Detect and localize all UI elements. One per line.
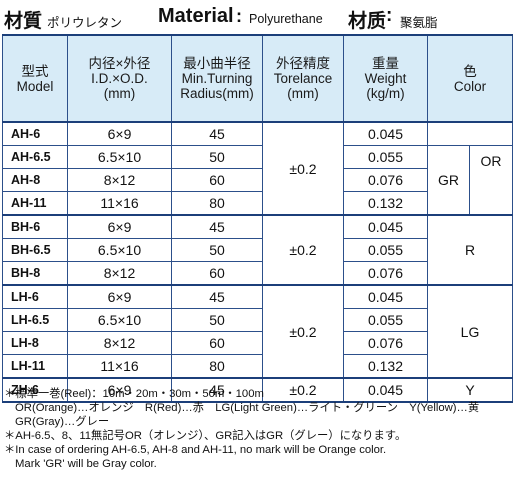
note-colors: OR(Orange)…オレンジ R(Red)…赤 LG(Light Green)… (15, 402, 480, 414)
radius-cell: 50 (171, 308, 263, 332)
tolerance-cell: ±0.2 (262, 377, 344, 403)
table-row: BH-6.5 6.5×10 50 0.055 (2, 238, 513, 262)
table-row: AH-6.5 6.5×10 50 0.055 GR OR (2, 145, 514, 216)
color-cell-lg: LG (426, 284, 514, 379)
weight-cell: 0.076 (343, 331, 428, 355)
size-cell: 8×12 (67, 331, 172, 355)
header-weight: 重量 Weight (kg/m) (343, 34, 428, 123)
model-cell: BH-6 (2, 214, 68, 239)
cn-colon: : (386, 5, 393, 26)
color-cell-or: OR (468, 145, 514, 216)
size-cell: 6×9 (67, 121, 172, 146)
model-cell: AH-6.5 (2, 145, 68, 169)
notes: ＊標準一巻(Reel)：10m・20m・30m・50m・100m OR(Oran… (4, 387, 512, 471)
model-cell: BH-8 (2, 261, 68, 286)
size-cell: 8×12 (67, 168, 172, 192)
radius-cell: 50 (171, 238, 263, 262)
jp-material-value: ポリウレタン (47, 16, 123, 30)
size-cell: 6.5×10 (67, 145, 172, 169)
model-cell: ZH-6 (2, 377, 68, 403)
weight-cell: 0.076 (343, 168, 428, 192)
table-row: LH-6.5 6.5×10 50 0.055 (2, 308, 513, 332)
en-material-label: Material (158, 5, 234, 27)
weight-cell: 0.055 (343, 308, 428, 332)
table-row: AH-6 6×9 45 ±0.2 0.045 (2, 121, 514, 216)
table-row: AH-8 8×12 60 0.076 (2, 168, 513, 192)
note-en-ordering: ＊In case of ordering AH-6.5, AH-8 and AH… (4, 444, 387, 456)
color-cell-empty (426, 121, 514, 146)
radius-cell: 60 (171, 261, 263, 286)
model-cell: LH-6.5 (2, 308, 68, 332)
radius-cell: 80 (171, 191, 263, 216)
jp-material-label: 材質 (4, 11, 43, 32)
size-cell: 11×16 (67, 191, 172, 216)
weight-cell: 0.076 (343, 261, 428, 286)
radius-cell: 45 (171, 377, 263, 403)
page-header: 材質 ポリウレタン Material : Polyurethane 材质 : 聚… (0, 3, 516, 32)
model-cell: AH-6 (2, 121, 68, 146)
weight-cell: 0.055 (343, 238, 428, 262)
radius-cell: 60 (171, 168, 263, 192)
weight-cell: 0.045 (343, 214, 428, 239)
en-material-value: Polyurethane (249, 12, 323, 26)
radius-cell: 50 (171, 145, 263, 169)
note-jp-ordering: ＊AH-6.5、8、11無記号OR（オレンジ）、GR記入はGR（グレー）になりま… (4, 430, 407, 442)
spec-table: 型式 Model 内径×外径 I.D.×O.D. (mm) 最小曲半径 Min.… (2, 34, 514, 403)
color-cell-y: Y (426, 377, 514, 403)
size-cell: 6×9 (67, 284, 172, 309)
table-row: BH-8 8×12 60 0.076 (2, 261, 513, 286)
header-size: 内径×外径 I.D.×O.D. (mm) (67, 34, 172, 123)
radius-cell: 45 (171, 121, 263, 146)
tolerance-cell: ±0.2 (262, 121, 344, 216)
table-row: LH-11 11×16 80 0.132 (2, 354, 513, 379)
color-cell-r: R (426, 214, 514, 286)
note-en-gray: Mark 'GR' will be Gray color. (15, 458, 157, 470)
weight-cell: 0.132 (343, 191, 428, 216)
model-cell: AH-11 (2, 191, 68, 216)
note-colors-gray: GR(Gray)…グレー (15, 416, 110, 428)
size-cell: 6×9 (67, 377, 172, 403)
weight-cell: 0.045 (343, 121, 428, 146)
weight-cell: 0.132 (343, 354, 428, 379)
en-colon: : (236, 6, 242, 26)
tolerance-cell: ±0.2 (262, 284, 344, 379)
note-reel: ＊標準一巻(Reel)：10m・20m・30m・50m・100m (4, 388, 264, 400)
table-row: ZH-6 6×9 45 ±0.2 0.045 Y (2, 377, 514, 403)
table-row: LH-8 8×12 60 0.076 (2, 331, 513, 355)
size-cell: 8×12 (67, 261, 172, 286)
header-radius: 最小曲半径 Min.Turning Radius(mm) (171, 34, 263, 123)
size-cell: 6.5×10 (67, 238, 172, 262)
tolerance-cell: ±0.2 (262, 214, 344, 286)
table-row: LH-6 6×9 45 ±0.2 0.045 LG (2, 284, 514, 379)
model-cell: LH-8 (2, 331, 68, 355)
color-cell-gr: GR (427, 145, 470, 216)
radius-cell: 80 (171, 354, 263, 379)
model-cell: LH-11 (2, 354, 68, 379)
size-cell: 11×16 (67, 354, 172, 379)
model-cell: LH-6 (2, 284, 68, 309)
header-row: 型式 Model 内径×外径 I.D.×O.D. (mm) 最小曲半径 Min.… (2, 34, 514, 123)
cn-material-value: 聚氨脂 (400, 16, 438, 30)
model-cell: BH-6.5 (2, 238, 68, 262)
radius-cell: 45 (171, 284, 263, 309)
radius-cell: 45 (171, 214, 263, 239)
radius-cell: 60 (171, 331, 263, 355)
cn-material-label: 材质 (348, 11, 387, 32)
header-tolerance: 外径精度 Torelance (mm) (262, 34, 344, 123)
weight-cell: 0.045 (343, 377, 428, 403)
model-cell: AH-8 (2, 168, 68, 192)
header-model: 型式 Model (2, 34, 68, 123)
table-row: BH-6 6×9 45 ±0.2 0.045 R (2, 214, 514, 286)
size-cell: 6.5×10 (67, 308, 172, 332)
weight-cell: 0.055 (343, 145, 428, 169)
weight-cell: 0.045 (343, 284, 428, 309)
header-color: 色 Color (426, 34, 514, 123)
size-cell: 6×9 (67, 214, 172, 239)
